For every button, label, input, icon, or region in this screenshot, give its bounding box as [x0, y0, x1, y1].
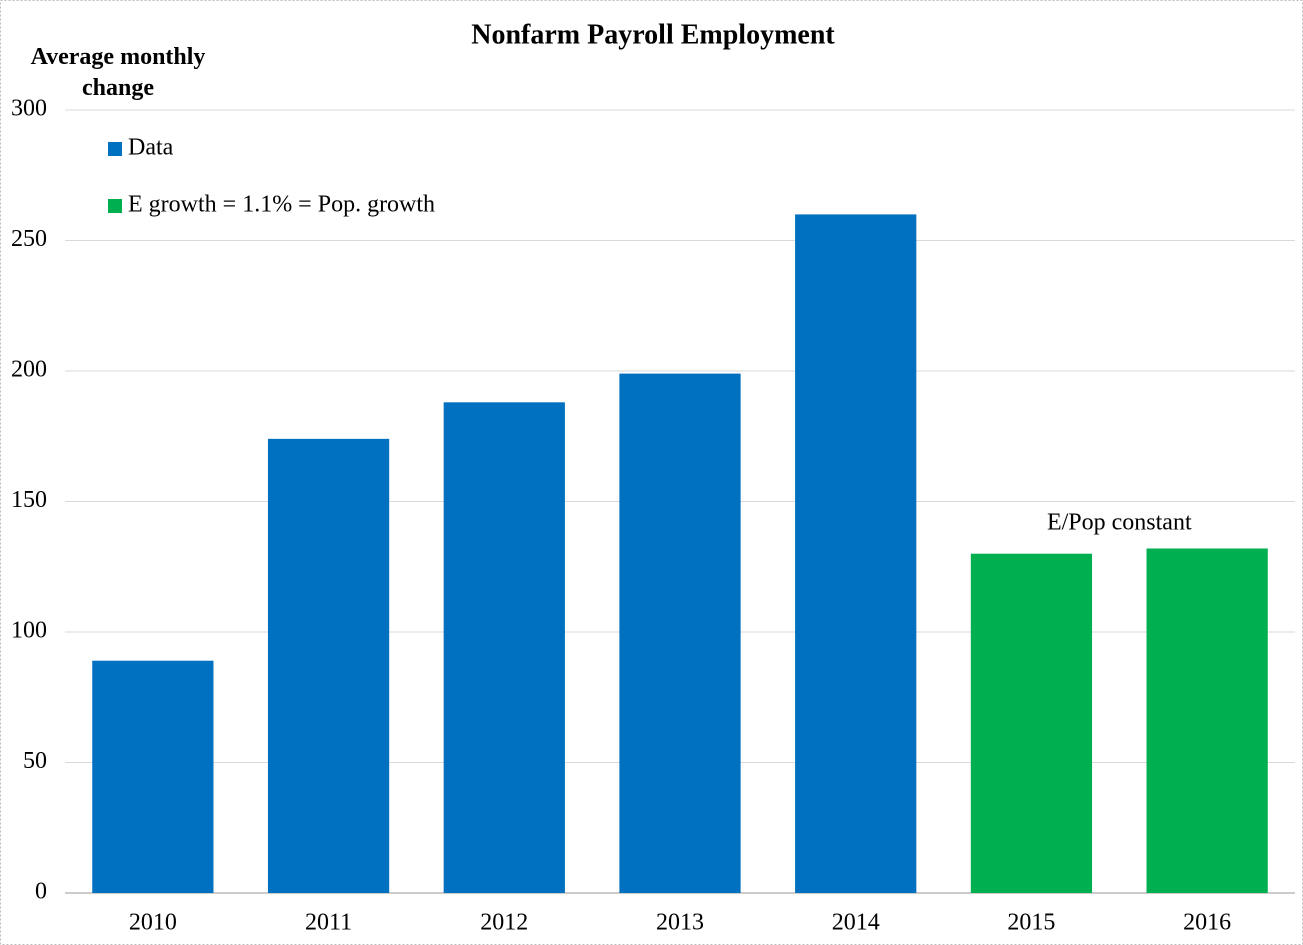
bar	[1146, 548, 1268, 893]
bar	[619, 373, 741, 893]
y-tick-label: 250	[11, 226, 47, 252]
y-tick-label: 150	[11, 487, 47, 513]
legend-swatch	[108, 142, 122, 156]
x-tick-label: 2014	[832, 910, 880, 936]
bar	[970, 553, 1093, 893]
legend-swatch	[108, 199, 122, 213]
bar	[267, 438, 390, 893]
chart-title: Nonfarm Payroll Employment	[471, 19, 835, 50]
x-tick-label: 2012	[480, 910, 528, 936]
y-tick-label: 100	[11, 618, 47, 644]
y-tick-label: 300	[11, 96, 47, 122]
y-tick-label: 200	[11, 357, 47, 383]
y-tick-label: 0	[35, 879, 47, 905]
x-tick-label: 2015	[1007, 910, 1055, 936]
legend-label: E growth = 1.1% = Pop. growth	[128, 192, 435, 218]
x-tick-label: 2016	[1183, 910, 1231, 936]
annotation: E/Pop constant	[1047, 510, 1192, 536]
y-tick-label: 50	[23, 748, 47, 774]
legend-label: Data	[128, 135, 174, 161]
y-axis-label: Average monthly change	[30, 44, 206, 101]
x-tick-label: 2011	[305, 910, 352, 936]
bar	[443, 402, 565, 893]
x-tick-label: 2013	[656, 910, 704, 936]
bar	[795, 214, 917, 893]
x-tick-label: 2010	[129, 910, 177, 936]
bar	[92, 660, 214, 893]
